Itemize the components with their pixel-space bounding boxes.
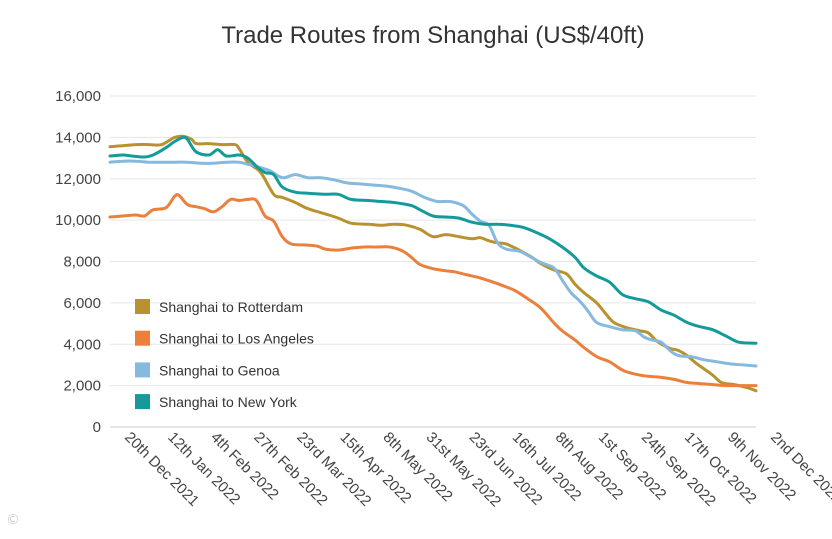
legend-label: Shanghai to Los Angeles — [159, 331, 314, 347]
legend-label: Shanghai to Rotterdam — [159, 299, 303, 315]
series-line-shanghai-to-rotterdam — [108, 134, 758, 393]
legend-swatch — [135, 330, 150, 346]
x-tick-label: 24th Sep 2022 — [638, 429, 719, 510]
series-layer — [108, 134, 758, 393]
y-tick-label: 2,000 — [63, 378, 101, 395]
watermark-logo: © — [6, 512, 20, 528]
series-line-shanghai-to-genoa — [108, 159, 758, 368]
grid-layer — [110, 95, 756, 428]
legend-swatch — [135, 362, 150, 378]
legend-swatch — [135, 394, 150, 410]
x-tick-label: 20th Dec 2021 — [121, 429, 202, 510]
y-tick-label: 6,000 — [63, 295, 101, 312]
legend-item-shanghai-to-los-angeles[interactable]: Shanghai to Los Angeles — [135, 330, 314, 347]
legend-item-shanghai-to-genoa[interactable]: Shanghai to Genoa — [135, 362, 280, 378]
series-line-shanghai-to-los-angeles — [108, 192, 758, 388]
y-tick-label: 10,000 — [55, 212, 101, 229]
y-tick-label: 12,000 — [55, 171, 101, 188]
y-tick-label: 8,000 — [63, 254, 101, 271]
legend-item-shanghai-to-new-york[interactable]: Shanghai to New York — [135, 394, 298, 410]
y-tick-label: 0 — [93, 419, 101, 436]
x-tick-label: 31st May 2022 — [423, 429, 505, 511]
x-tick-label: 2nd Dec 2022 — [767, 429, 832, 507]
y-axis-ticks: 0 2,000 4,000 6,000 8,000 10,000 12,000 14,000 1… — [55, 88, 101, 436]
legend-label: Shanghai to Genoa — [159, 362, 280, 378]
legend-label: Shanghai to New York — [159, 394, 298, 410]
legend-item-shanghai-to-rotterdam[interactable]: Shanghai to Rotterdam — [135, 299, 303, 315]
chart-title: Trade Routes from Shanghai (US$/40ft) — [221, 22, 645, 49]
y-tick-label: 4,000 — [63, 336, 101, 353]
y-tick-label: 14,000 — [55, 129, 101, 146]
x-tick-label: 23rd Mar 2022 — [293, 429, 374, 510]
y-tick-label: 16,000 — [55, 88, 101, 105]
legend-swatch — [135, 299, 150, 314]
legend: Shanghai to Rotterdam Shanghai to Los Ang… — [135, 299, 314, 410]
series-line-shanghai-to-new-york — [108, 135, 758, 345]
